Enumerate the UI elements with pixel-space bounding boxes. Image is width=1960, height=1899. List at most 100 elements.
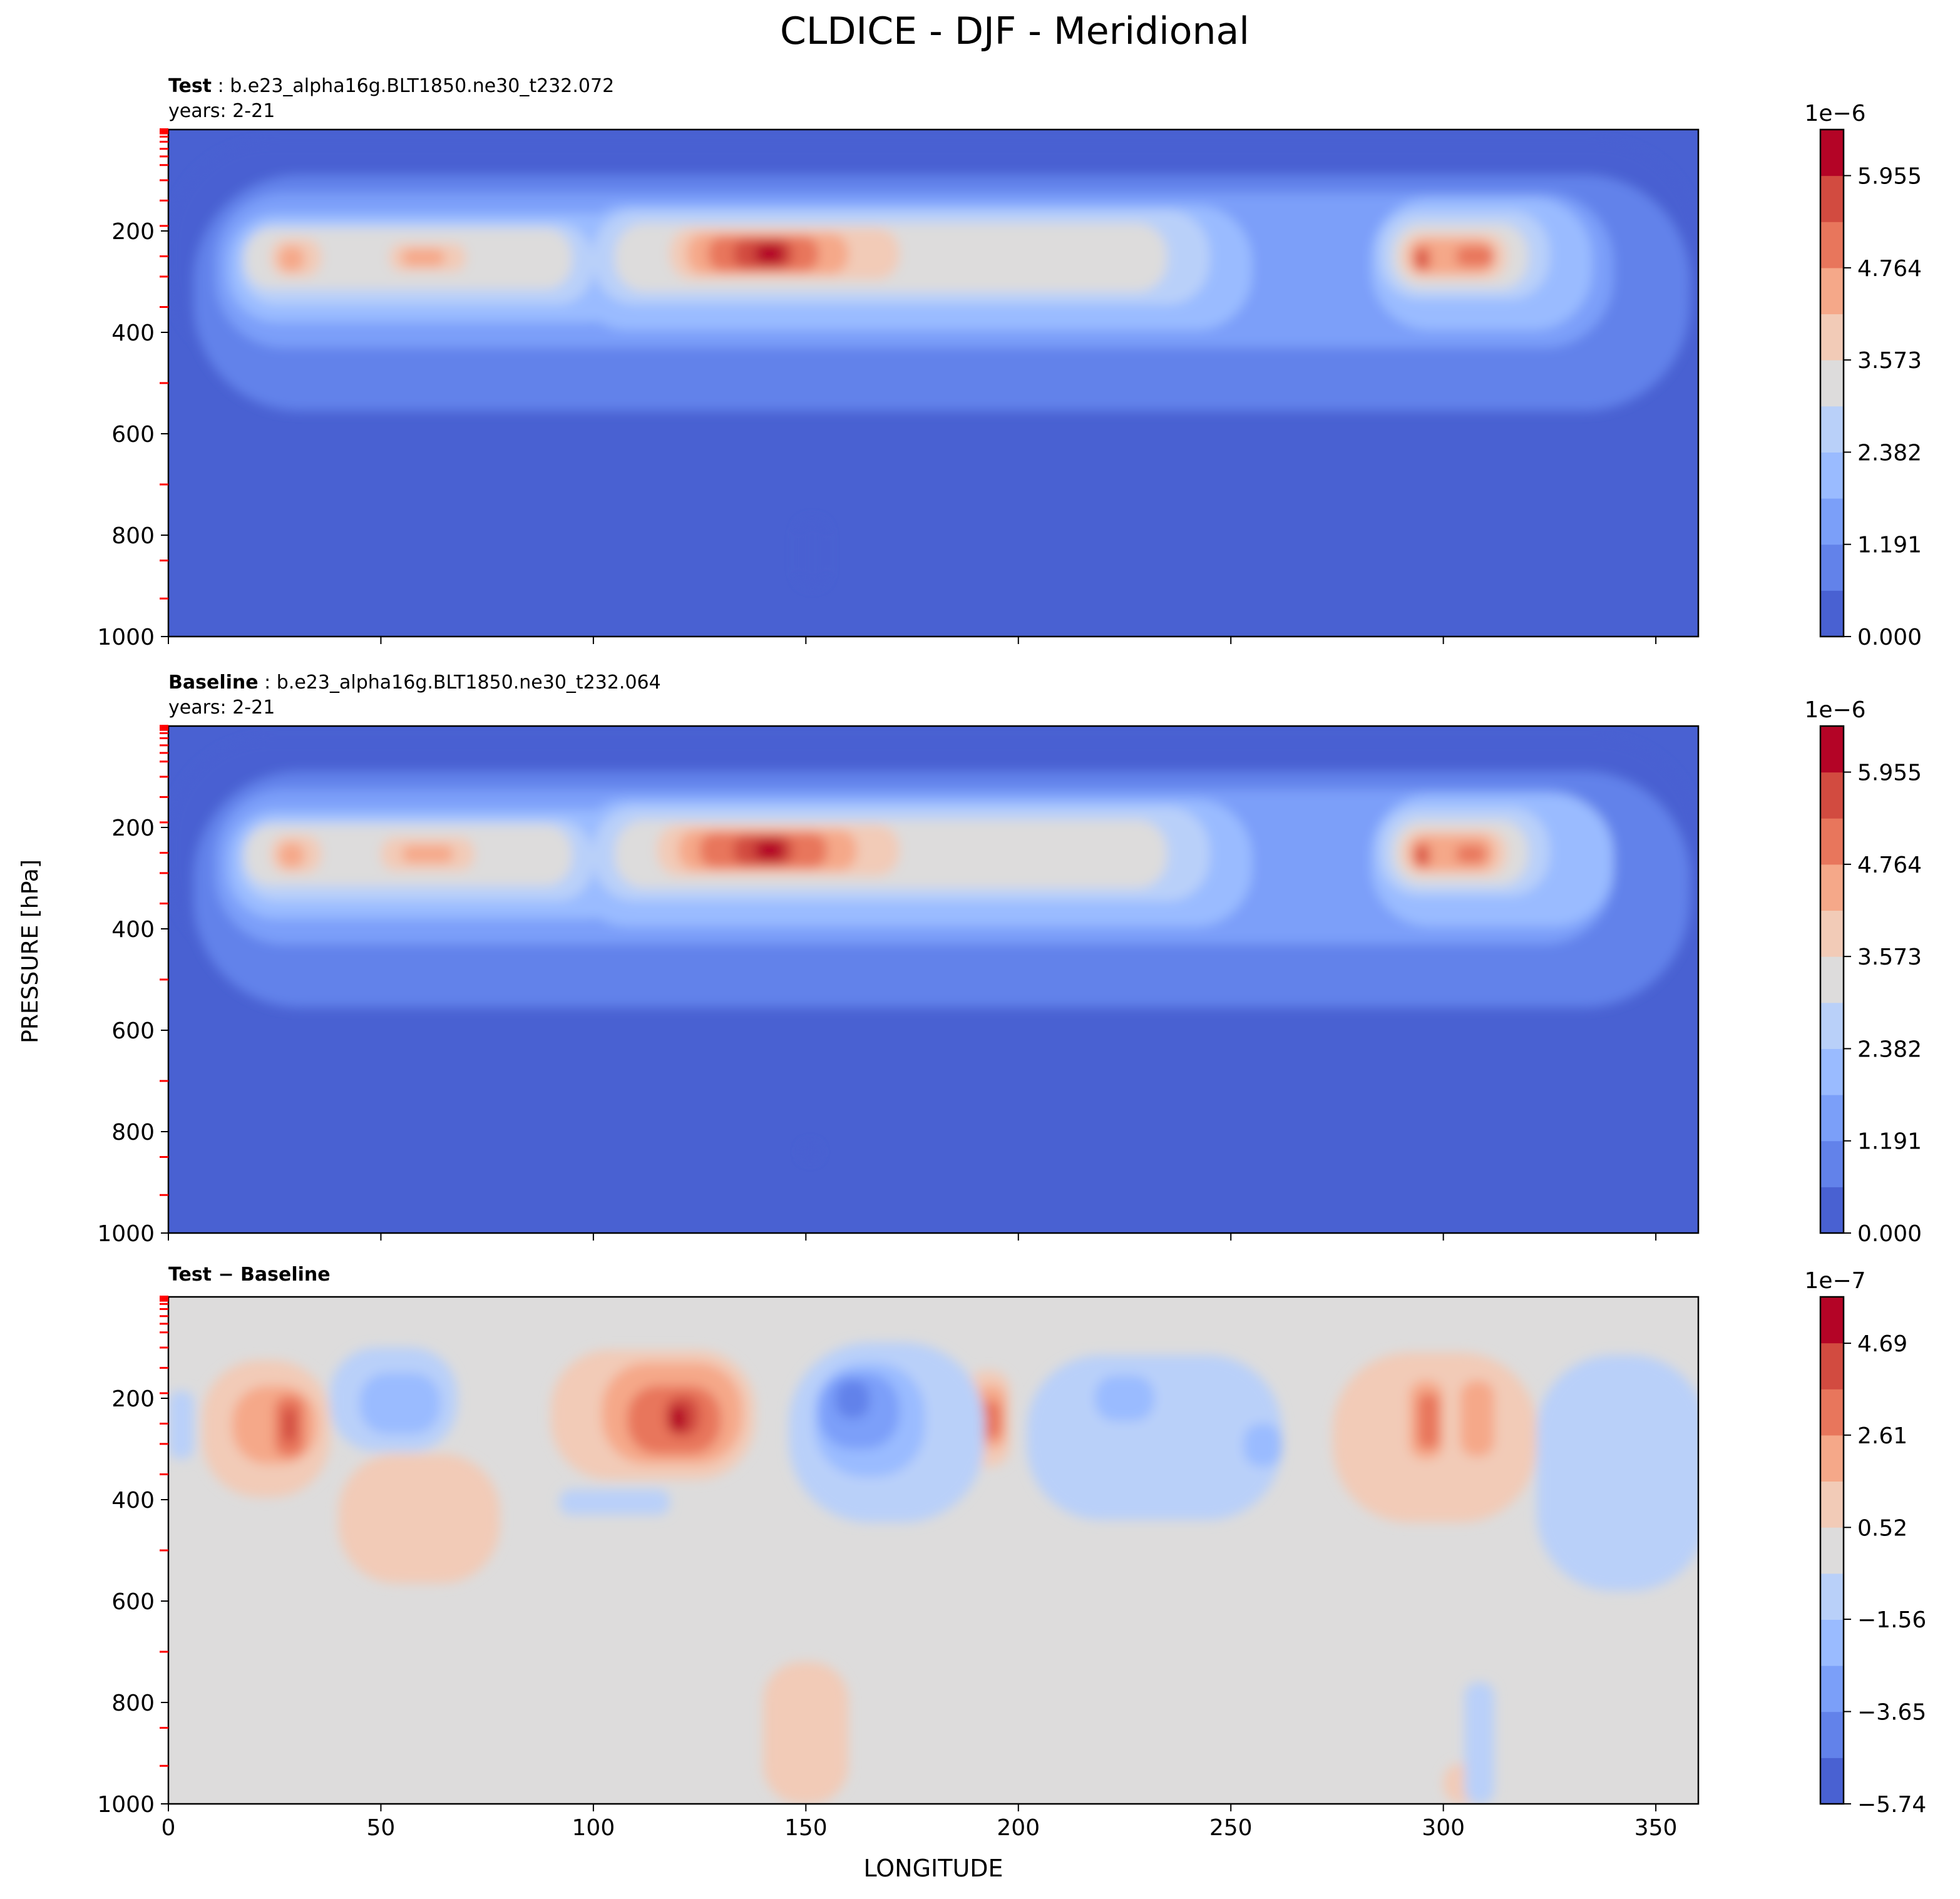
contour-region <box>797 520 828 586</box>
colorbar-segment <box>1820 1666 1844 1712</box>
colorbar-segment <box>1820 772 1844 819</box>
colorbar-frame <box>1819 1296 1845 1805</box>
x-tick-label: 150 <box>784 1815 828 1841</box>
colorbar-segment <box>1820 1297 1844 1344</box>
colorbar-tick-label: 3.573 <box>1857 348 1922 374</box>
panel-title: Test : b.e23_alpha16g.BLT1850.ne30_t232.… <box>168 75 614 97</box>
y-tick-label: 800 <box>111 1120 155 1145</box>
y-tick-label: 1000 <box>97 1792 155 1818</box>
colorbar-exponent: 1e−6 <box>1804 697 1865 723</box>
colorbar-tick-label: 4.69 <box>1857 1331 1907 1357</box>
colorbar: 0.000 1.191 2.382 3.573 4.764 5.955 1e−6 <box>1804 101 1922 650</box>
panel-subtitle: years: 2-21 <box>168 100 275 122</box>
colorbar: 0.000 1.191 2.382 3.573 4.764 5.955 1e−6 <box>1804 697 1922 1247</box>
colorbar-segment <box>1820 818 1844 865</box>
contour-region <box>754 243 785 264</box>
y-tick-label: 400 <box>111 917 155 943</box>
colorbar-tick-label: 4.764 <box>1857 852 1922 878</box>
colorbar-segment <box>1820 1481 1844 1528</box>
colorbar-tick-label: −5.74 <box>1857 1792 1926 1818</box>
y-tick-label: 800 <box>111 523 155 549</box>
colorbar-segment <box>1820 1527 1844 1574</box>
colorbar-segment <box>1820 1389 1844 1436</box>
colorbar-segment <box>1820 1758 1844 1804</box>
y-tick-label: 200 <box>111 816 155 841</box>
contour-blur-group <box>168 739 1698 1160</box>
contour-region <box>279 842 305 868</box>
contour-region <box>763 1662 849 1804</box>
y-tick-label: 400 <box>111 320 155 346</box>
colorbar-frame <box>1819 725 1845 1234</box>
y-tick-label: 200 <box>111 1386 155 1412</box>
panel-1: 200 400 600 800 1000 Test : b.e23_alpha16g.BL… <box>97 75 1922 650</box>
colorbar-tick-label: −3.65 <box>1857 1700 1926 1726</box>
y-tick-label: 1000 <box>97 625 155 650</box>
colorbar-tick-label: 2.382 <box>1857 1037 1922 1062</box>
contour-region <box>359 1373 441 1434</box>
colorbar-segment <box>1820 864 1844 911</box>
colorbar-segment <box>1820 1619 1844 1666</box>
contour-fills <box>168 739 1698 1160</box>
contour-region <box>754 840 785 861</box>
contour-region <box>1456 845 1486 863</box>
colorbar-segment <box>1820 1435 1844 1482</box>
contour-region <box>559 1489 670 1515</box>
contour-region <box>338 1454 500 1584</box>
colorbar-tick-label: 4.764 <box>1857 256 1922 282</box>
panel-title: Test − Baseline <box>168 1264 331 1286</box>
colorbar-segment <box>1820 498 1844 545</box>
y-tick-label: 800 <box>111 1691 155 1716</box>
contour-region <box>1417 251 1427 267</box>
colorbar-exponent: 1e−6 <box>1804 101 1865 126</box>
panel-title-rest: : b.e23_alpha16g.BLT1850.ne30_t232.072 <box>212 75 614 97</box>
contour-region <box>1094 1375 1155 1421</box>
colorbar-segment <box>1820 406 1844 453</box>
colorbar-tick-label: 0.000 <box>1857 1221 1922 1247</box>
contour-fills <box>168 1342 1698 1804</box>
colorbar-exponent: 1e−7 <box>1804 1268 1865 1294</box>
panel-3: 200 400 600 800 1000 0 50 100 150 200 250 300 350 Tes… <box>97 1264 1926 1841</box>
contour-region <box>1417 1393 1439 1449</box>
panel-2: 200 400 600 800 1000 Baseline : b.e23_alpha16… <box>97 672 1922 1247</box>
contour-region <box>283 1408 296 1441</box>
colorbar-segment <box>1820 956 1844 1003</box>
contour-region <box>1027 1355 1282 1520</box>
y-tick-label: 200 <box>111 219 155 245</box>
colorbar: −5.74 −3.65 −1.56 0.52 2.61 4.69 1e−7 <box>1804 1268 1926 1818</box>
contour-fills <box>168 142 1698 586</box>
colorbar-segment <box>1820 130 1844 177</box>
panel-subtitle: years: 2-21 <box>168 697 275 719</box>
y-tick-label: 600 <box>111 422 155 448</box>
contour-region <box>835 1380 870 1419</box>
contour-region <box>1243 1423 1282 1467</box>
colorbar-segment <box>1820 590 1844 637</box>
model-level-tick-cluster <box>160 725 168 730</box>
x-tick-label: 200 <box>997 1815 1040 1841</box>
contour-region <box>402 248 445 267</box>
colorbar-tick-label: 1.191 <box>1857 533 1922 558</box>
contour-region <box>279 246 305 272</box>
colorbar-segment <box>1820 267 1844 315</box>
colorbar-segment <box>1820 1002 1844 1049</box>
contour-region <box>168 1390 194 1460</box>
x-tick-label: 100 <box>572 1815 615 1841</box>
colorbar-tick-label: 0.52 <box>1857 1515 1907 1541</box>
panel-title-bold: Baseline <box>168 672 259 694</box>
colorbar-segment <box>1820 1095 1844 1142</box>
x-tick-label: 250 <box>1209 1815 1253 1841</box>
colorbar-tick-label: 0.000 <box>1857 625 1922 650</box>
colorbar-frame <box>1819 128 1845 638</box>
contour-blur-group <box>168 1342 1698 1804</box>
panel-title-bold: Test <box>168 75 212 97</box>
colorbar-segment <box>1820 1573 1844 1620</box>
model-level-tick-cluster <box>160 1296 168 1301</box>
colorbar-segment <box>1820 175 1844 222</box>
y-axis-label: PRESSURE [hPa] <box>18 859 43 1043</box>
panel-title-bold: Test − Baseline <box>168 1264 331 1286</box>
contour-region <box>1456 246 1495 267</box>
y-tick-label: 600 <box>111 1589 155 1615</box>
colorbar-tick-label: −1.56 <box>1857 1607 1926 1633</box>
colorbar-tick-label: 1.191 <box>1857 1129 1922 1155</box>
x-tick-label: 50 <box>367 1815 396 1841</box>
